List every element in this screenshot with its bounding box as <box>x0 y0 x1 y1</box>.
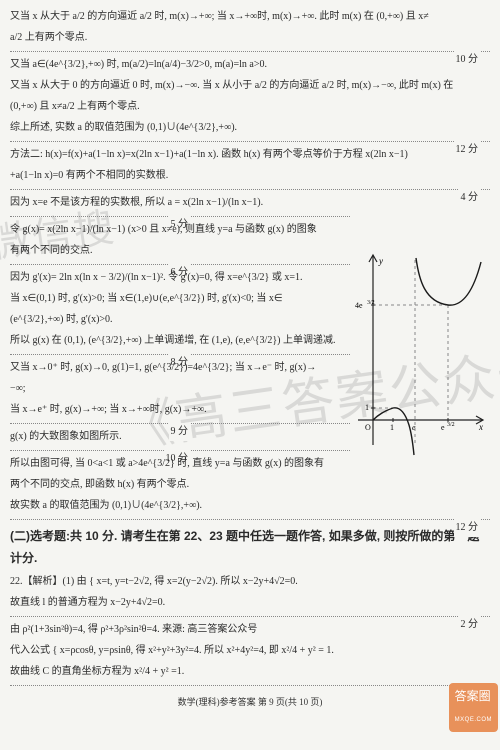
line-19: g(x) 的大致图象如图所示. <box>10 428 350 446</box>
line-2: a/2 上有两个零点. <box>10 29 490 47</box>
line-6: 综上所述, 实数 a 的取值范围为 (0,1)∪(4e^{3/2},+∞). <box>10 119 490 137</box>
badge-text: 答案圈 <box>455 689 491 703</box>
line-9: 因为 x=e 不是该方程的实数根, 所以 a = x(2ln x−1)/(ln … <box>10 194 350 212</box>
line-11: 有两个不同的交点. <box>10 242 350 260</box>
tick-e32-sup: 3/2 <box>447 422 455 428</box>
q22-3: 由 ρ²(1+3sin²θ)=4, 得 ρ²+3ρ²sin²θ=4. 来源: 高… <box>10 621 490 639</box>
tick-O: O <box>365 423 371 432</box>
q22-5: 故曲线 C 的直角坐标方程为 x²/4 + y² =1. <box>10 663 490 681</box>
line-21: 两个不同的交点, 即函数 h(x) 有两个零点. <box>10 476 490 494</box>
score-12b: 12 分 <box>454 519 481 537</box>
line-13: 当 x∈(0,1) 时, g'(x)>0; 当 x∈(1,e)∪(e,e^{3/… <box>10 290 350 308</box>
line-15: 所以 g(x) 在 (0,1), (e^{3/2},+∞) 上单调递增, 在 (… <box>10 332 350 350</box>
dots-5: 6 分 <box>10 264 350 265</box>
section-title: (二)选考题:共 10 分. 请考生在第 22、23 题中任选一题作答, 如果多… <box>10 526 490 569</box>
line-17: −∞; <box>10 380 350 398</box>
line-18: 当 x→e⁺ 时, g(x)→+∞; 当 x→+∞时, g(x)→+∞. <box>10 401 350 419</box>
tick-1x: 1 <box>390 423 394 432</box>
dots-4: 5 分 <box>10 216 350 217</box>
line-22: 故实数 a 的取值范围为 (0,1)∪(4e^{3/2},+∞). <box>10 497 490 515</box>
line-16: 又当 x→0⁺ 时, g(x)→0, g(1)=1, g(e^{3/2})=4e… <box>10 359 350 377</box>
line-4: 又当 x 从大于 0 的方向逼近 0 时, m(x)→−∞. 当 x 从小于 a… <box>10 77 490 95</box>
dots-2: 12 分 <box>10 141 490 142</box>
q22-2: 故直线 l 的普通方程为 x−2y+4√2=0. <box>10 594 490 612</box>
line-10: 令 g(x)= x(2ln x−1)/(ln x−1) (x>0 且 x≠e),… <box>10 221 350 239</box>
dots-8: 10 分 <box>10 450 350 451</box>
function-graph: y x 4e 3/2 1 O 1 e e 3/2 <box>353 250 488 460</box>
dots-7: 9 分 <box>10 423 350 424</box>
page-footer: 数学(理科)参考答案 第 9 页(共 10 页) <box>10 694 490 710</box>
line-7: 方法二: h(x)=f(x)+a(1−ln x)=x(2ln x−1)+a(1−… <box>10 146 490 164</box>
line-1: 又当 x 从大于 a/2 的方向逼近 a/2 时, m(x)→+∞; 当 x→+… <box>10 8 490 26</box>
score-4a: 4 分 <box>459 189 481 207</box>
site-badge: 答案圈 MXQE.COM <box>449 683 498 732</box>
dots-10: 2 分 <box>10 616 490 617</box>
line-14: (e^{3/2},+∞) 时, g'(x)>0. <box>10 311 350 329</box>
line-8: +a(1−ln x)=0 有两个不相同的实数根. <box>10 167 490 185</box>
x-axis-label: x <box>478 422 483 432</box>
line-12: 因为 g'(x)= 2ln x(ln x − 3/2)/(ln x−1)². 令… <box>10 269 350 287</box>
y-axis-label: y <box>378 256 383 266</box>
dots-11: 4 分 <box>10 685 490 686</box>
dots-3: 4 分 <box>10 189 490 190</box>
tick-1y: 1 <box>365 403 369 412</box>
tick-4e: 4e <box>355 301 363 310</box>
line-5: (0,+∞) 且 x≠a/2 上有两个零点. <box>10 98 490 116</box>
dots-6: 8 分 <box>10 354 350 355</box>
dots-1: 10 分 <box>10 51 490 52</box>
line-3: 又当 a∈(4e^{3/2},+∞) 时, m(a/2)=ln(a/4)−3/2… <box>10 56 490 74</box>
q22-4: 代入公式 { x=ρcosθ, y=ρsinθ, 得 x²+y²+3y²=4. … <box>10 642 490 660</box>
badge-sub: MXQE.COM <box>455 717 492 723</box>
tick-e: e <box>412 423 416 432</box>
dots-9: 12 分 <box>10 519 490 520</box>
tick-e32: e <box>441 423 445 432</box>
q22-1: 22.【解析】(1) 由 { x=t, y=t−2√2, 得 x=2(y−2√2… <box>10 573 490 591</box>
